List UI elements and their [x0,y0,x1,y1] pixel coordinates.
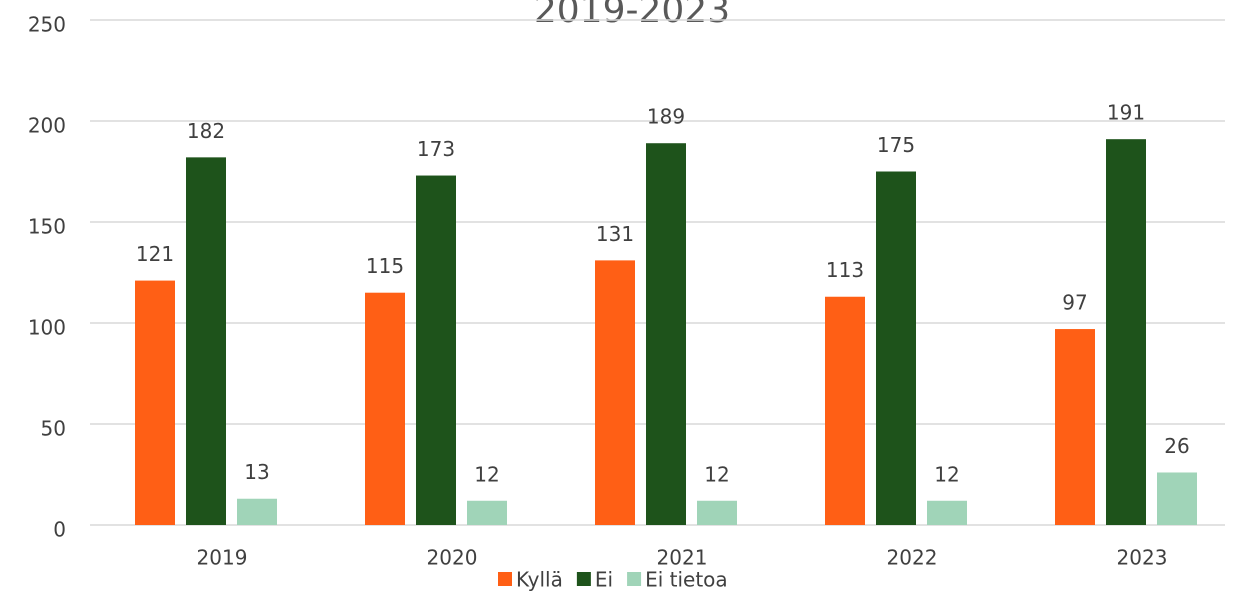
data-label: 175 [877,133,915,157]
data-label: 97 [1062,291,1087,315]
data-label: 12 [934,462,959,486]
bar [365,292,405,525]
chart-title: 2019-2023 [534,0,730,31]
data-label: 191 [1107,101,1145,125]
y-tick-label: 100 [28,316,66,340]
legend-swatch [576,572,591,586]
x-tick-label: 2022 [887,546,938,570]
bar [135,280,175,525]
data-label: 13 [244,460,269,484]
y-tick-label: 0 [53,518,66,542]
y-tick-label: 200 [28,114,66,138]
bar [646,143,686,525]
legend-swatch [627,572,642,586]
data-label: 12 [474,462,499,486]
x-tick-label: 2019 [197,546,248,570]
data-label: 26 [1164,434,1189,458]
y-tick-label: 150 [28,215,66,239]
bar [416,175,456,526]
bar [1157,472,1197,525]
bar [237,498,277,525]
bar [927,500,967,525]
data-label: 121 [136,242,174,266]
bar [186,157,226,526]
data-label: 189 [647,105,685,129]
bar [876,171,916,525]
bar [467,500,507,525]
x-tick-label: 2021 [657,546,708,570]
data-label: 131 [596,222,634,246]
bar [1055,329,1095,525]
legend-swatch [498,572,512,586]
legend-label: Ei tietoa [645,568,728,592]
bar [595,260,635,525]
x-tick-label: 2023 [1117,546,1168,570]
bar [825,296,865,525]
y-tick-label: 250 [28,13,66,37]
legend-label: Kyllä [516,568,563,592]
bar [697,500,737,525]
x-tick-label: 2020 [427,546,478,570]
legend-label: Ei [595,568,613,592]
data-label: 182 [187,119,225,143]
data-label: 115 [366,254,404,278]
data-label: 113 [826,258,864,282]
data-label: 173 [417,137,455,161]
y-tick-label: 50 [41,417,66,441]
bar [1106,139,1146,525]
data-label: 12 [704,462,729,486]
